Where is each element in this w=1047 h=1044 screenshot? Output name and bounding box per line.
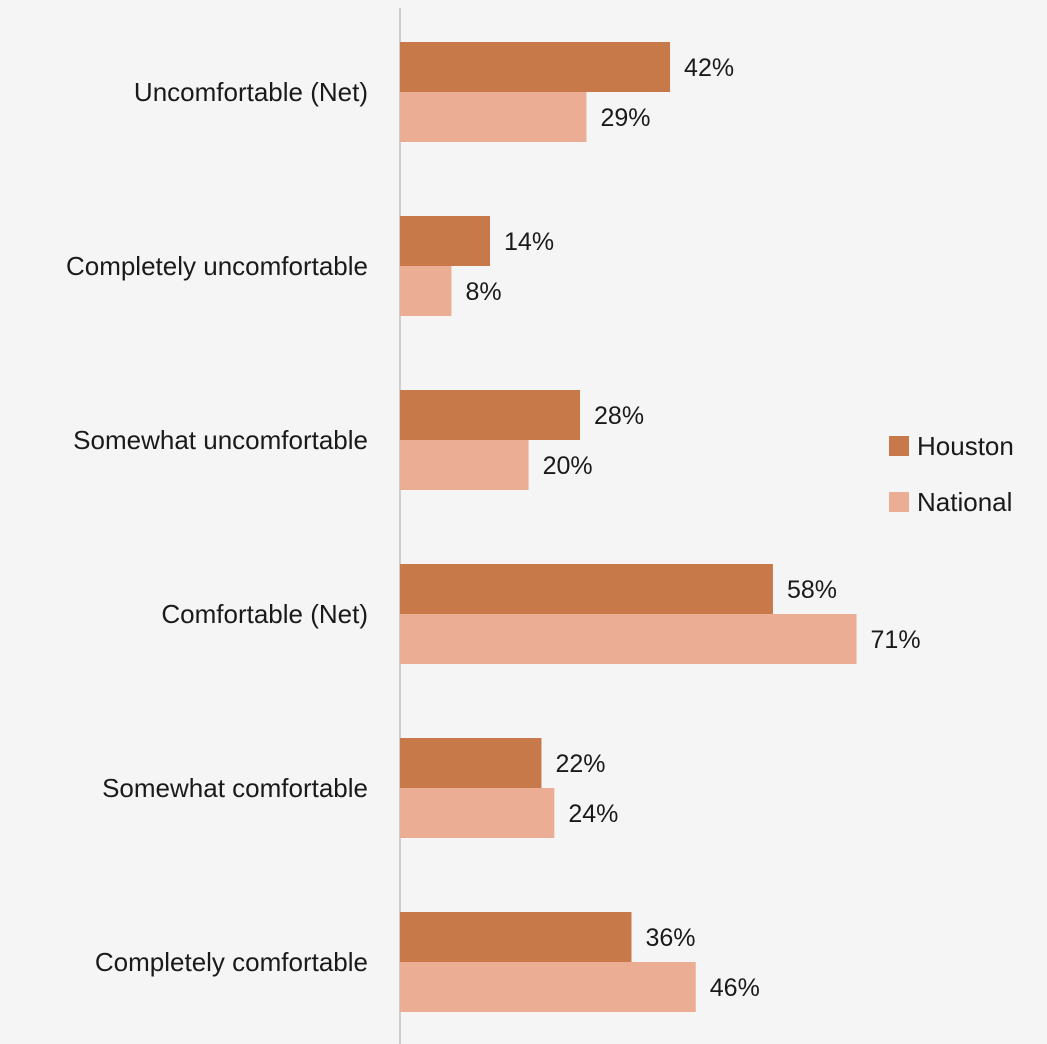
category-label: Completely comfortable xyxy=(95,947,368,977)
bar-national xyxy=(400,266,452,316)
category-label: Uncomfortable (Net) xyxy=(134,77,368,107)
bar-houston xyxy=(400,564,773,614)
category-label: Somewhat uncomfortable xyxy=(73,425,368,455)
legend-swatch-houston xyxy=(889,436,909,456)
data-label: 14% xyxy=(504,228,554,256)
data-label: 29% xyxy=(600,104,650,132)
data-label: 20% xyxy=(543,452,593,480)
bar-national xyxy=(400,92,587,142)
data-label: 24% xyxy=(568,800,618,828)
data-label: 36% xyxy=(645,924,695,952)
bar-national xyxy=(400,962,696,1012)
legend-swatch-national xyxy=(889,492,909,512)
bar-houston xyxy=(400,738,542,788)
bar-houston xyxy=(400,216,491,266)
data-label: 46% xyxy=(710,974,760,1002)
data-label: 8% xyxy=(465,278,501,306)
legend-label: Houston xyxy=(917,431,1014,461)
bar-houston xyxy=(400,912,632,962)
legend-label: National xyxy=(917,487,1012,517)
data-label: 42% xyxy=(684,54,734,82)
bar-houston xyxy=(400,42,671,92)
data-label: 71% xyxy=(871,626,921,654)
bar-national xyxy=(400,440,529,490)
data-label: 58% xyxy=(787,576,837,604)
data-label: 28% xyxy=(594,402,644,430)
bar-national xyxy=(400,788,555,838)
category-label: Completely uncomfortable xyxy=(66,251,368,281)
category-label: Comfortable (Net) xyxy=(161,599,368,629)
bar-national xyxy=(400,614,857,664)
bar-houston xyxy=(400,390,581,440)
category-label: Somewhat comfortable xyxy=(102,773,368,803)
data-label: 22% xyxy=(555,750,605,778)
